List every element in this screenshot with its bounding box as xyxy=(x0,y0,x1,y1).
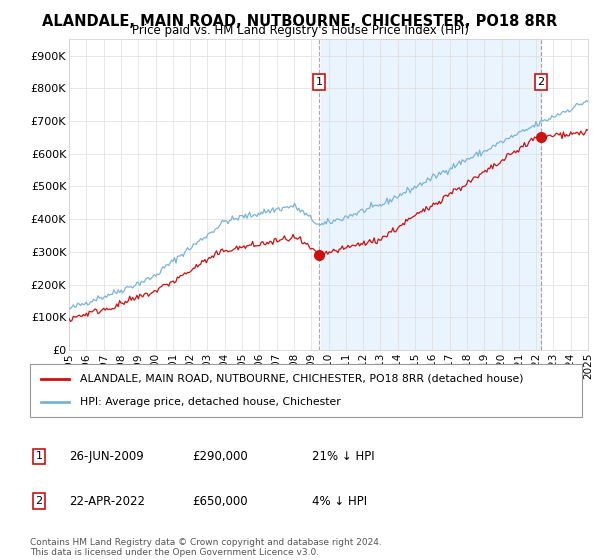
Text: £290,000: £290,000 xyxy=(192,450,248,463)
FancyBboxPatch shape xyxy=(30,364,582,417)
Text: HPI: Average price, detached house, Chichester: HPI: Average price, detached house, Chic… xyxy=(80,397,340,407)
Text: 26-JUN-2009: 26-JUN-2009 xyxy=(69,450,144,463)
Text: 4% ↓ HPI: 4% ↓ HPI xyxy=(312,494,367,508)
Text: 2: 2 xyxy=(538,77,545,87)
Text: ALANDALE, MAIN ROAD, NUTBOURNE, CHICHESTER, PO18 8RR (detached house): ALANDALE, MAIN ROAD, NUTBOURNE, CHICHEST… xyxy=(80,374,523,384)
Text: Price paid vs. HM Land Registry's House Price Index (HPI): Price paid vs. HM Land Registry's House … xyxy=(131,24,469,37)
Text: 1: 1 xyxy=(35,451,43,461)
Text: 1: 1 xyxy=(316,77,323,87)
Text: Contains HM Land Registry data © Crown copyright and database right 2024.
This d: Contains HM Land Registry data © Crown c… xyxy=(30,538,382,557)
Text: £650,000: £650,000 xyxy=(192,494,248,508)
Text: 21% ↓ HPI: 21% ↓ HPI xyxy=(312,450,374,463)
Text: 22-APR-2022: 22-APR-2022 xyxy=(69,494,145,508)
Text: 2: 2 xyxy=(35,496,43,506)
Text: ALANDALE, MAIN ROAD, NUTBOURNE, CHICHESTER, PO18 8RR: ALANDALE, MAIN ROAD, NUTBOURNE, CHICHEST… xyxy=(43,14,557,29)
